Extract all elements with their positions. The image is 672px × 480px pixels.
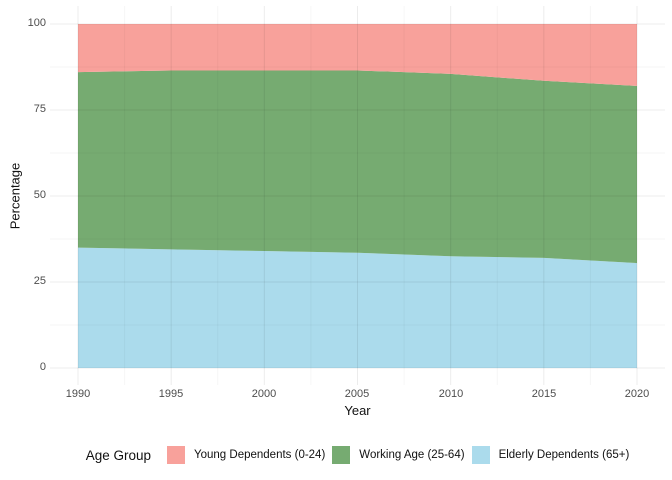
x-axis-title: Year <box>344 403 371 418</box>
legend-label-elderly-dependents: Elderly Dependents (65+) <box>498 449 630 461</box>
legend-label-young-dependents: Young Dependents (0-24) <box>194 449 326 461</box>
legend-swatch-working-age <box>332 446 351 464</box>
x-tick-label: 2020 <box>624 388 650 400</box>
y-tick-label: 50 <box>33 189 46 201</box>
legend: Age Group Young Dependents (0-24) Workin… <box>50 438 665 472</box>
y-tick-label: 100 <box>27 17 46 29</box>
legend-item: Young Dependents (0-24) <box>167 446 325 464</box>
x-tick-label: 2015 <box>531 388 557 400</box>
y-tick-label: 0 <box>39 361 46 373</box>
legend-item: Working Age (25-64) <box>332 446 465 464</box>
legend-swatch-elderly-dependents <box>471 446 490 464</box>
plot-panel <box>50 6 665 385</box>
x-tick-label: 2010 <box>438 388 464 400</box>
area-elderly-dependents-65 <box>78 247 637 368</box>
y-axis-title: Percentage <box>7 162 23 230</box>
x-tick-label: 1990 <box>65 388 91 400</box>
y-tick-label: 25 <box>33 275 46 287</box>
x-tick-label: 2000 <box>251 388 277 400</box>
x-tick-label: 2005 <box>344 388 370 400</box>
y-tick-label: 75 <box>33 103 46 115</box>
legend-label-working-age: Working Age (25-64) <box>359 449 465 461</box>
area-working-age-25-64 <box>78 70 637 264</box>
legend-item: Elderly Dependents (65+) <box>471 446 630 464</box>
legend-title: Age Group <box>85 447 151 463</box>
legend-swatch-young-dependents <box>167 446 185 464</box>
area-young-dependents-0-24 <box>78 24 637 86</box>
x-tick-label: 1995 <box>158 388 184 400</box>
